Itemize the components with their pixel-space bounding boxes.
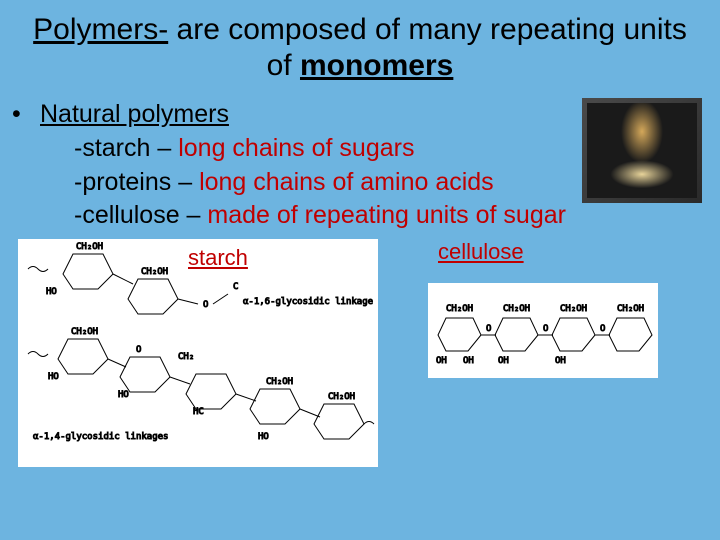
starch-label: starch	[188, 245, 248, 271]
starch-diagram: starch CH₂OH HO CH₂OH O C α-1,6-glycosid…	[18, 239, 378, 467]
svg-text:OH: OH	[555, 356, 566, 366]
item-name: -proteins –	[74, 168, 199, 196]
svg-text:HO: HO	[48, 372, 59, 382]
svg-text:CH₂OH: CH₂OH	[266, 377, 293, 387]
sub-item-cellulose: -cellulose – made of repeating units of …	[12, 199, 708, 233]
item-name: -starch –	[74, 134, 178, 162]
svg-text:HC: HC	[193, 407, 204, 417]
item-desc: long chains of sugars	[178, 134, 414, 162]
slide-title: Polymers- are composed of many repeating…	[0, 0, 720, 88]
cellulose-structure-svg: CH₂OH OH OH O CH₂OH OH O CH₂OH OH O	[428, 283, 658, 378]
svg-text:C: C	[233, 282, 238, 292]
svg-text:HO: HO	[46, 287, 57, 297]
item-name: -cellulose –	[74, 201, 207, 229]
svg-text:OH: OH	[436, 356, 447, 366]
svg-text:CH₂: CH₂	[178, 352, 194, 362]
cellulose-label: cellulose	[438, 239, 702, 265]
starch-structure-svg: CH₂OH HO CH₂OH O C α-1,6-glycosidic link…	[18, 239, 378, 467]
svg-text:α-1,6-glycosidic linkage: α-1,6-glycosidic linkage	[243, 297, 373, 307]
svg-text:O: O	[600, 324, 605, 334]
svg-text:CH₂OH: CH₂OH	[141, 267, 168, 277]
cellulose-column: cellulose CH₂OH OH OH O CH₂OH OH O CH₂OH	[418, 239, 702, 467]
svg-text:CH₂OH: CH₂OH	[328, 392, 355, 402]
svg-text:CH₂OH: CH₂OH	[617, 304, 644, 314]
svg-text:HO: HO	[258, 432, 269, 442]
item-desc: made of repeating units of sugar	[207, 201, 566, 229]
svg-text:CH₂OH: CH₂OH	[71, 327, 98, 337]
svg-text:O: O	[203, 300, 208, 310]
svg-text:O: O	[136, 345, 141, 355]
svg-text:HO: HO	[118, 390, 129, 400]
cellulose-diagram: CH₂OH OH OH O CH₂OH OH O CH₂OH OH O	[428, 283, 658, 378]
food-photo-content	[587, 103, 697, 198]
svg-text:O: O	[486, 324, 491, 334]
svg-text:CH₂OH: CH₂OH	[560, 304, 587, 314]
bullet-heading: Natural polymers	[40, 98, 229, 132]
svg-text:CH₂OH: CH₂OH	[76, 242, 103, 252]
item-desc: long chains of amino acids	[199, 168, 494, 196]
title-keyword-polymers: Polymers-	[33, 13, 168, 46]
svg-text:CH₂OH: CH₂OH	[503, 304, 530, 314]
svg-text:α-1,4-glycosidic linkages: α-1,4-glycosidic linkages	[33, 432, 168, 442]
svg-text:CH₂OH: CH₂OH	[446, 304, 473, 314]
title-keyword-monomers: monomers	[300, 49, 453, 82]
bullet-marker: •	[12, 98, 40, 132]
svg-text:O: O	[543, 324, 548, 334]
svg-text:OH: OH	[498, 356, 509, 366]
diagrams-row: starch CH₂OH HO CH₂OH O C α-1,6-glycosid…	[0, 233, 720, 467]
svg-text:OH: OH	[463, 356, 474, 366]
food-photo	[582, 98, 702, 203]
